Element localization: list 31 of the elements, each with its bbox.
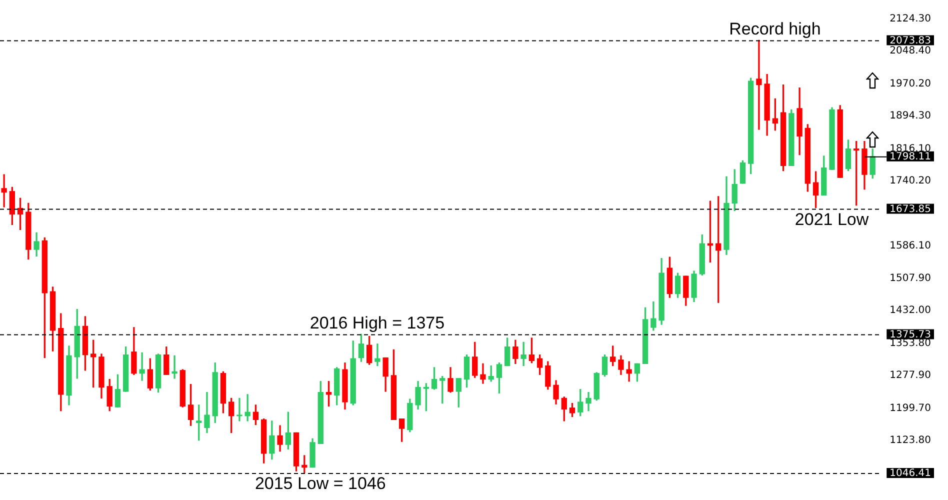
ref-line-label: 1673.85	[890, 204, 932, 215]
annotation: 2021 Low	[794, 210, 870, 229]
candlestick	[520, 342, 526, 366]
candlestick	[139, 352, 145, 381]
candlestick	[374, 344, 380, 366]
y-tick-label: 1199.70	[890, 403, 932, 414]
y-tick-label: 2124.30	[890, 14, 932, 25]
annotation: Record high	[729, 19, 821, 38]
ref-line-label: 1375.73	[890, 329, 932, 340]
y-tick-label: 1894.30	[890, 110, 932, 122]
candlestick	[756, 40, 762, 130]
y-tick-label: 1507.90	[890, 273, 932, 284]
y-tick-label: 1353.80	[890, 338, 932, 350]
candlestick	[236, 398, 242, 422]
ref-line-label: 1798.11	[890, 151, 932, 162]
y-tick-label: 1432.00	[890, 305, 932, 316]
ref-line-label: 2073.83	[890, 35, 932, 46]
annotation: 2016 High = 1375	[310, 313, 445, 332]
candlestick	[244, 394, 250, 422]
y-tick-label: 1740.20	[890, 175, 932, 186]
y-tick-label: 2048.40	[890, 46, 932, 57]
y-tick-label: 1123.80	[890, 435, 932, 446]
y-tick-label: 1586.10	[890, 240, 932, 252]
ref-line-label: 1046.41	[890, 468, 932, 480]
y-tick-label: 1970.20	[890, 78, 932, 90]
candlestick	[626, 361, 632, 382]
candlestick	[172, 355, 178, 379]
candlestick	[1, 174, 7, 208]
annotation: 2015 Low = 1046	[254, 474, 386, 494]
candlestick	[480, 363, 486, 384]
y-tick-label: 1277.90	[890, 370, 932, 382]
